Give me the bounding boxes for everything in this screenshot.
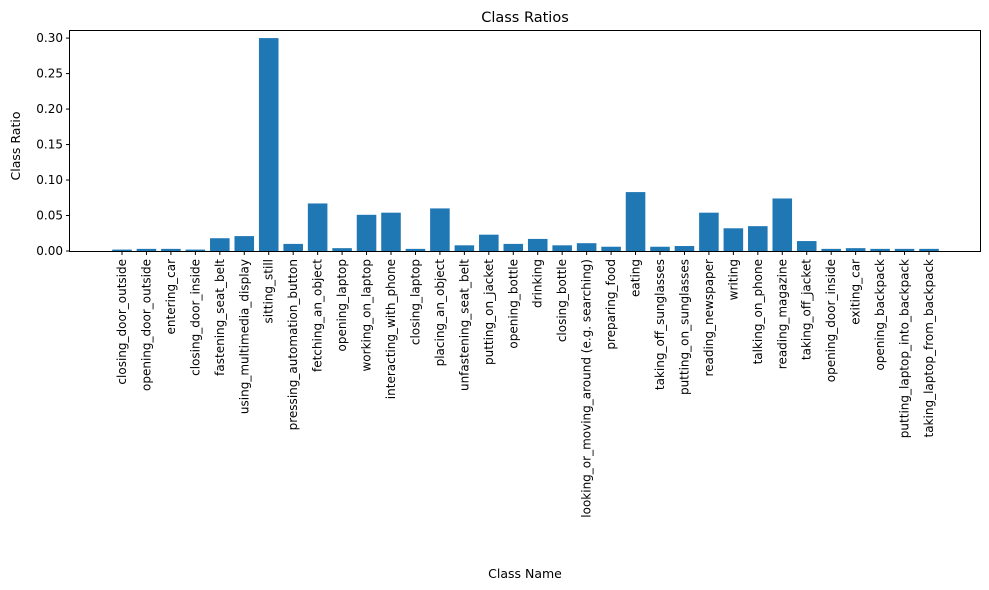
y-tick-label: 0.30 (36, 31, 63, 45)
x-tick-label: preparing_food (604, 259, 618, 350)
x-tick-label: working_on_laptop (360, 259, 374, 372)
bar-drinking (527, 238, 548, 251)
bar-preparing_food (601, 246, 621, 251)
x-tick-label: using_multimedia_display (237, 259, 251, 414)
bar-eating (625, 192, 646, 251)
bar-looking_or_moving_around (e.g. searching) (576, 243, 597, 251)
x-tick-label: eating (629, 259, 643, 297)
bar-taking_laptop_from_backpack (919, 248, 939, 251)
bar-closing_door_inside (185, 249, 206, 251)
bar-opening_bottle (503, 243, 524, 251)
x-tick-label: talking_on_phone (751, 259, 765, 364)
x-tick-label: closing_laptop (408, 259, 422, 345)
y-axis-title: Class Ratio (8, 112, 23, 181)
y-axis: 0.00 0.05 0.10 0.15 0.20 0.25 0.30 (36, 31, 70, 258)
x-tick-label: opening_door_inside (824, 259, 838, 382)
bar-placing_an_object (430, 208, 450, 251)
x-tick-label: exiting_car (849, 259, 863, 325)
bar-fetching_an_object (307, 203, 328, 251)
bar-using_multimedia_display (234, 236, 255, 251)
x-tick-label: pressing_automation_button (286, 259, 300, 430)
x-tick-label: reading_magazine (775, 259, 789, 369)
y-tick-label: 0.15 (36, 138, 63, 152)
x-tick-label: closing_bottle (555, 259, 569, 342)
bar-closing_bottle (552, 245, 572, 251)
x-tick-label: taking_laptop_from_backpack (922, 259, 936, 438)
chart-title: Class Ratios (481, 10, 569, 26)
y-tick-label: 0.05 (36, 209, 63, 223)
x-tick-label: fetching_an_object (311, 259, 325, 372)
bar-writing (723, 228, 744, 251)
x-tick-label: reading_newspaper (702, 259, 716, 377)
bars-group (112, 38, 939, 251)
x-tick-label: putting_on_sunglasses (677, 259, 691, 395)
bar-interacting_with_phone (381, 212, 401, 251)
x-tick-label: taking_off_sunglasses (653, 259, 667, 390)
x-tick-label: putting_on_jacket (482, 259, 496, 365)
plot-frame (69, 30, 981, 252)
bar-opening_door_inside (821, 248, 841, 251)
y-tick-label: 0.10 (36, 173, 63, 187)
x-tick-label: opening_door_outside (139, 259, 153, 391)
bar-taking_off_jacket (796, 241, 817, 251)
bar-closing_laptop (405, 248, 426, 251)
bar-reading_magazine (772, 198, 793, 251)
bar-unfastening_seat_belt (454, 245, 475, 251)
x-tick-label: interacting_with_phone (384, 259, 398, 399)
bar-fastening_seat_belt (210, 238, 230, 251)
bar-putting_on_sunglasses (674, 246, 695, 251)
bar-putting_on_jacket (479, 234, 499, 251)
bar-working_on_laptop (356, 214, 377, 251)
x-tick-label: putting_laptop_into_backpack (898, 259, 912, 438)
bar-opening_door_outside (136, 248, 157, 251)
bar-putting_laptop_into_backpack (894, 248, 915, 251)
x-tick-label: drinking (531, 259, 545, 308)
y-tick-label: 0.00 (36, 244, 63, 258)
bar-opening_laptop (332, 248, 352, 251)
x-tick-label: closing_door_outside (115, 259, 129, 385)
x-tick-label: opening_laptop (335, 259, 349, 351)
x-tick-label: fastening_seat_belt (213, 259, 227, 376)
x-tick-label: looking_or_moving_around (e.g. searching… (580, 259, 594, 518)
x-tick-label: placing_an_object (433, 259, 447, 367)
x-tick-label: taking_off_jacket (800, 259, 814, 360)
bar-taking_off_sunglasses (650, 246, 670, 251)
x-tick-label: opening_backpack (873, 259, 887, 371)
x-tick-label: sitting_still (262, 259, 276, 324)
x-tick-label: writing (726, 259, 740, 300)
x-axis-title: Class Name (488, 566, 562, 581)
bar-exiting_car (845, 248, 866, 251)
x-axis: closing_door_outside opening_door_outside… (115, 251, 936, 518)
bar-closing_door_outside (112, 249, 132, 251)
bar-reading_newspaper (699, 212, 719, 251)
bar-entering_car (161, 248, 181, 251)
bar-talking_on_phone (748, 226, 768, 251)
bar-sitting_still (258, 38, 279, 251)
x-tick-label: unfastening_seat_belt (457, 259, 471, 391)
y-tick-label: 0.25 (36, 67, 63, 81)
y-tick-label: 0.20 (36, 102, 63, 116)
x-tick-label: entering_car (164, 259, 178, 335)
bar-opening_backpack (870, 248, 890, 251)
x-tick-label: opening_bottle (506, 259, 520, 349)
bar-pressing_automation_button (283, 243, 303, 251)
x-tick-label: closing_door_inside (188, 259, 202, 376)
